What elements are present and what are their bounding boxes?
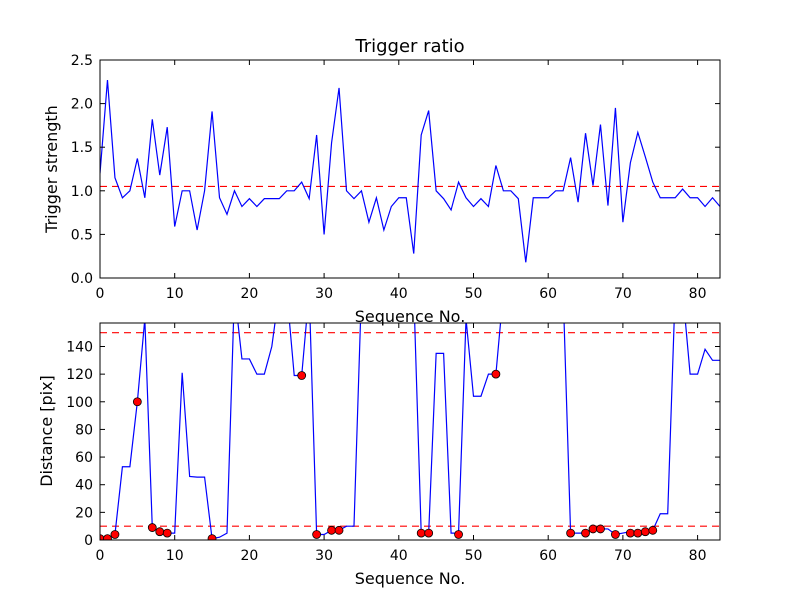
top-x-tick-label: 40: [390, 286, 408, 302]
top-y-tick-label: 1.5: [71, 140, 93, 156]
top-chart-title: Trigger ratio: [354, 36, 464, 57]
bottom-data-point: [596, 524, 605, 534]
bottom-data-point: [424, 528, 434, 538]
bottom-data-point: [132, 397, 142, 407]
top-plot-frame: [99, 59, 721, 279]
bottom-x-tick-label: 50: [465, 548, 483, 564]
bottom-y-tick-label: 40: [75, 478, 93, 494]
bottom-plot-frame: [99, 322, 721, 541]
top-y-axis-label: Trigger strength: [42, 105, 61, 234]
bottom-x-tick-label: 0: [96, 548, 105, 564]
top-x-tick-label: 10: [166, 286, 184, 302]
bottom-y-tick-label: 80: [75, 422, 93, 438]
top-x-tick-label: 60: [539, 286, 557, 302]
top-x-tick-label: 70: [614, 286, 632, 302]
bottom-series-line-0: [100, 323, 720, 540]
bottom-data-point: [162, 528, 172, 538]
top-y-tick-label: 0.0: [71, 271, 93, 287]
top-x-axis-label: Sequence No.: [355, 307, 466, 326]
bottom-data-point: [327, 525, 336, 535]
bottom-data-point: [581, 528, 590, 538]
bottom-data-point: [588, 524, 598, 534]
distance-plot: 0 10 20 30 40 50 60 70 80 0 20 40 60 80 100 120 140 Sequ…: [37, 322, 721, 588]
trigger-ratio-plot: Trigger ratio 0 10 20 30 40 50 60 70 80 0.0 0.5 1.0…: [42, 36, 721, 326]
bottom-data-point: [566, 528, 576, 538]
bottom-data-point: [207, 534, 217, 540]
top-y-tick-label: 0.5: [71, 227, 93, 243]
top-x-tick-label: 0: [96, 286, 105, 302]
bottom-y-tick-label: 100: [66, 395, 93, 411]
bottom-data-point: [454, 530, 463, 539]
bottom-data-point: [491, 369, 501, 379]
top-x-tick-label: 50: [465, 286, 483, 302]
bottom-data-point: [648, 525, 658, 535]
bottom-data-point: [155, 527, 165, 537]
top-x-tick-label: 80: [689, 286, 707, 302]
bottom-data-point: [312, 530, 322, 539]
top-y-tick-label: 2.0: [71, 97, 93, 113]
bottom-x-axis-label: Sequence No.: [355, 569, 466, 588]
top-x-tick-label: 20: [240, 286, 258, 302]
top-x-tick-label: 30: [315, 286, 333, 302]
bottom-x-tick-label: 10: [166, 548, 184, 564]
bottom-x-tick-label: 30: [315, 548, 333, 564]
bottom-y-tick-label: 0: [84, 533, 93, 549]
bottom-x-tick-label: 80: [689, 548, 707, 564]
bottom-data-point: [640, 527, 650, 537]
bottom-data-point: [334, 525, 344, 535]
bottom-y-tick-label: 60: [75, 450, 93, 466]
bottom-data-point: [416, 528, 426, 538]
bottom-x-tick-label: 70: [614, 548, 632, 564]
bottom-x-tick-label: 20: [240, 548, 258, 564]
top-y-tick-label: 2.5: [71, 53, 93, 69]
bottom-x-tick-label: 60: [539, 548, 557, 564]
bottom-data-point: [297, 371, 307, 380]
bottom-data-point: [103, 534, 112, 540]
bottom-data-point: [611, 530, 620, 539]
bottom-y-axis-label: Distance [pix]: [37, 375, 56, 487]
top-y-tick-label: 1.0: [71, 184, 93, 200]
bottom-data-point: [147, 523, 157, 532]
bottom-data-point: [633, 528, 643, 538]
bottom-y-tick-label: 120: [66, 367, 93, 383]
top-series-line-0: [100, 80, 720, 263]
bottom-data-point: [110, 530, 120, 539]
bottom-data-point: [625, 528, 635, 538]
bottom-y-tick-label: 20: [75, 505, 93, 521]
bottom-x-tick-label: 40: [390, 548, 408, 564]
bottom-y-tick-label: 140: [66, 339, 93, 355]
